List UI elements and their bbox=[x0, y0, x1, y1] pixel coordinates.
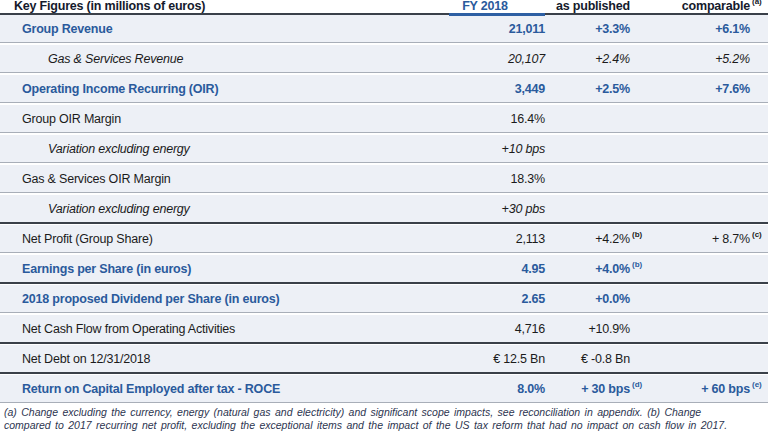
published-value: +2.4% bbox=[545, 52, 630, 66]
footnote-marker-e: (e) bbox=[752, 380, 762, 389]
published-value: +10.9% bbox=[545, 322, 630, 336]
header-fy-2018-label: FY 2018 bbox=[462, 0, 508, 13]
table-row-net-debt: Net Debt on 12/31/2018 € 12.5 Bn € -0.8 … bbox=[0, 345, 768, 374]
published-value: +4.2%(b) bbox=[545, 232, 630, 246]
fy-value: 18.3% bbox=[425, 172, 545, 186]
table-row-eps: Earnings per Share (in euros) 4.95 +4.0%… bbox=[0, 255, 768, 284]
footnote-marker-d: (d) bbox=[632, 380, 642, 389]
row-label: Return on Capital Employed after tax - R… bbox=[0, 382, 425, 396]
published-value: + 30 bps(d) bbox=[545, 382, 630, 396]
fy2018-underline bbox=[449, 13, 545, 16]
published-value: € -0.8 Bn bbox=[545, 352, 630, 366]
row-label: Net Cash Flow from Operating Activities bbox=[0, 322, 425, 336]
published-value: +3.3% bbox=[545, 22, 630, 36]
table-header-row: Key Figures (in millions of euros) FY 20… bbox=[0, 0, 768, 15]
fy-value: 4,716 bbox=[425, 322, 545, 336]
fy-value: +10 bps bbox=[425, 142, 545, 156]
row-label: Variation excluding energy bbox=[0, 142, 425, 156]
published-value: +2.5% bbox=[545, 82, 630, 96]
row-label: Group OIR Margin bbox=[0, 112, 425, 126]
published-value: +0.0% bbox=[545, 292, 630, 306]
header-key-figures: Key Figures (in millions of euros) bbox=[0, 0, 425, 13]
fy-value: € 12.5 Bn bbox=[425, 352, 545, 366]
row-label: Variation excluding energy bbox=[0, 202, 425, 216]
table-row-gas-services-revenue: Gas & Services Revenue 20,107 +2.4% +5.2… bbox=[0, 45, 768, 73]
comparable-value: + 8.7%(c) bbox=[630, 232, 750, 246]
table-row-group-revenue: Group Revenue 21,011 +3.3% +6.1% bbox=[0, 15, 768, 43]
row-label: Group Revenue bbox=[0, 22, 425, 36]
fy-value: 3,449 bbox=[425, 82, 545, 96]
table-row-variation-excl-energy-gs: Variation excluding energy +30 pbs bbox=[0, 195, 768, 224]
footnote-marker-a: (a) bbox=[752, 0, 762, 6]
fy-value: +30 pbs bbox=[425, 202, 545, 216]
row-label: 2018 proposed Dividend per Share (in eur… bbox=[0, 292, 425, 306]
header-as-published: as published bbox=[545, 0, 630, 13]
fy-value: 16.4% bbox=[425, 112, 545, 126]
footnote-marker-b: (b) bbox=[632, 230, 642, 239]
comparable-value: + 60 bps(e) bbox=[630, 382, 750, 396]
table-row-roce: Return on Capital Employed after tax - R… bbox=[0, 375, 768, 403]
table-row-gas-services-oir-margin: Gas & Services OIR Margin 18.3% bbox=[0, 165, 768, 193]
comparable-value: +7.6% bbox=[630, 82, 750, 96]
header-fy-2018: FY 2018 bbox=[425, 0, 545, 13]
published-value: +4.0%(b) bbox=[545, 262, 630, 276]
table-row-net-cash-flow: Net Cash Flow from Operating Activities … bbox=[0, 315, 768, 344]
fy-value: 2,113 bbox=[425, 232, 545, 246]
table-row-net-profit: Net Profit (Group Share) 2,113 +4.2%(b) … bbox=[0, 225, 768, 253]
table-row-oir: Operating Income Recurring (OIR) 3,449 +… bbox=[0, 75, 768, 103]
footnote-marker-b: (b) bbox=[632, 260, 642, 269]
footnote-line-2: compared to 2017 recurring net profit, e… bbox=[4, 419, 764, 432]
comparable-value: +5.2% bbox=[630, 52, 750, 66]
table-row-dividend: 2018 proposed Dividend per Share (in eur… bbox=[0, 285, 768, 313]
row-label: Operating Income Recurring (OIR) bbox=[0, 82, 425, 96]
fy-value: 8.0% bbox=[425, 382, 545, 396]
row-label: Earnings per Share (in euros) bbox=[0, 262, 425, 276]
header-comparable: comparable(a) bbox=[630, 0, 750, 13]
row-label: Gas & Services Revenue bbox=[0, 52, 425, 66]
footnote-line-1: (a) Change excluding the currency, energ… bbox=[4, 406, 764, 419]
table-row-variation-excl-energy-group: Variation excluding energy +10 bps bbox=[0, 135, 768, 163]
fy-value: 4.95 bbox=[425, 262, 545, 276]
footnote: (a) Change excluding the currency, energ… bbox=[0, 406, 768, 432]
fy-value: 20,107 bbox=[425, 52, 545, 66]
row-label: Gas & Services OIR Margin bbox=[0, 172, 425, 186]
fy-value: 21,011 bbox=[425, 22, 545, 36]
fy-value: 2.65 bbox=[425, 292, 545, 306]
key-figures-table: Key Figures (in millions of euros) FY 20… bbox=[0, 0, 768, 432]
comparable-value: +6.1% bbox=[630, 22, 750, 36]
footnote-marker-c: (c) bbox=[752, 230, 762, 239]
row-label: Net Profit (Group Share) bbox=[0, 232, 425, 246]
table-row-group-oir-margin: Group OIR Margin 16.4% bbox=[0, 105, 768, 133]
row-label: Net Debt on 12/31/2018 bbox=[0, 352, 425, 366]
